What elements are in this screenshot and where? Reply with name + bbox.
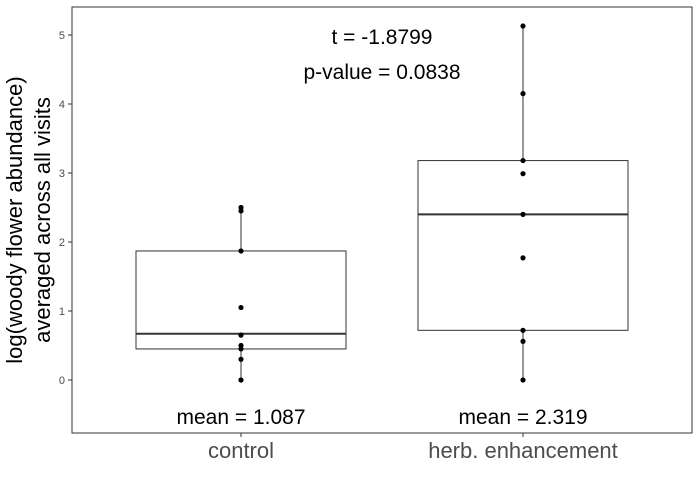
- data-point: [520, 338, 526, 344]
- y-tick-label: 1: [59, 306, 65, 318]
- data-point: [238, 204, 244, 211]
- points-layer: [238, 23, 526, 383]
- box: [417, 160, 629, 331]
- x-tick-label: control: [208, 438, 274, 463]
- data-point: [520, 327, 526, 333]
- data-point: [238, 248, 244, 254]
- y-axis-label-line1: log(woody flower abundance): [2, 76, 27, 363]
- mean-label: mean = 1.087: [176, 406, 305, 429]
- y-tick-label: 2: [59, 237, 65, 249]
- x-axis-labels: control herb. enhancement: [208, 433, 618, 463]
- data-point: [520, 377, 526, 383]
- p-value-annotation: p-value = 0.0838: [303, 61, 460, 84]
- y-tick-label: 5: [59, 30, 65, 42]
- data-point: [238, 356, 244, 362]
- mean-label: mean = 2.319: [458, 406, 587, 429]
- t-statistic-annotation: t = -1.8799: [332, 26, 433, 49]
- boxes-layer: mean = 1.087 mean = 2.319: [135, 26, 629, 429]
- data-point: [520, 211, 526, 217]
- data-point: [520, 255, 526, 261]
- data-point: [520, 171, 526, 177]
- data-point: [520, 23, 526, 29]
- data-point: [238, 304, 244, 311]
- y-tick-label: 0: [59, 375, 65, 387]
- x-tick-label: herb. enhancement: [428, 438, 618, 463]
- y-axis-label-line2: averaged across all visits: [30, 97, 55, 343]
- data-point: [520, 91, 526, 97]
- data-point: [520, 157, 526, 164]
- data-point: [238, 342, 244, 349]
- data-point: [238, 377, 244, 383]
- data-point: [238, 332, 244, 338]
- y-tick-label: 4: [59, 99, 65, 111]
- y-tick-label: 3: [59, 168, 65, 180]
- y-axis-ticks: 0 1 2 3 4 5: [59, 30, 72, 387]
